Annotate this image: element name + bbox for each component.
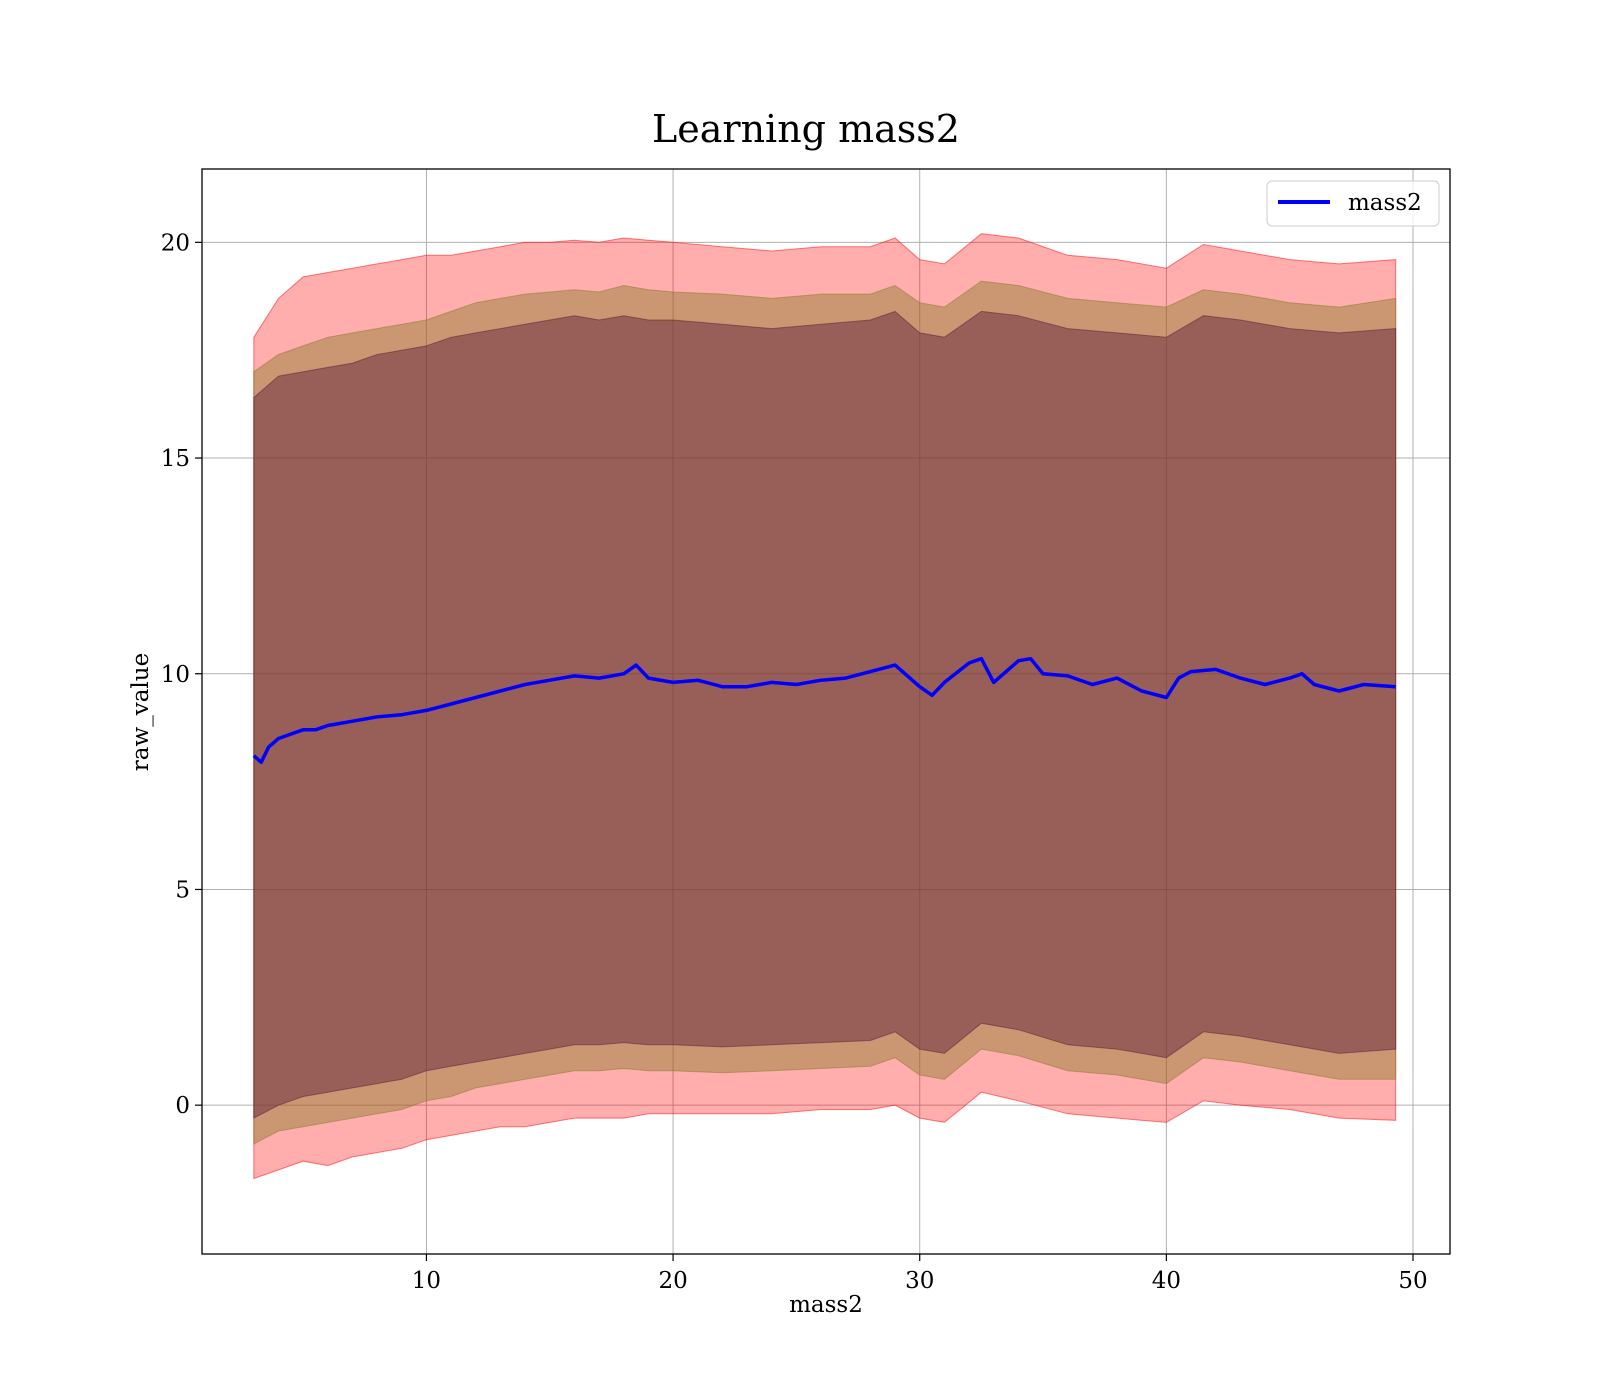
y-axis-label: raw_value <box>128 653 154 771</box>
x-axis-label: mass2 <box>789 1292 863 1318</box>
x-tick-label-3: 40 <box>1152 1268 1181 1294</box>
y-tick-label-3: 15 <box>161 446 190 472</box>
chart-title: Learning mass2 <box>652 107 960 151</box>
confidence-bands <box>253 233 1397 1180</box>
x-axis-ticks: 10 20 30 40 50 <box>412 1254 1428 1294</box>
y-tick-label-2: 10 <box>161 662 190 688</box>
legend: mass2 <box>1266 180 1440 227</box>
band-middle <box>253 280 1397 1145</box>
plot-frame <box>201 168 1451 1255</box>
series-line-mass2 <box>252 656 1396 764</box>
legend-label: mass2 <box>1348 190 1422 216</box>
x-tick-label-2: 30 <box>905 1268 934 1294</box>
x-tick-label-1: 20 <box>658 1268 687 1294</box>
band-inner <box>253 310 1397 1119</box>
y-tick-label-0: 0 <box>175 1093 190 1119</box>
x-tick-label-0: 10 <box>412 1268 441 1294</box>
x-tick-label-4: 50 <box>1398 1268 1427 1294</box>
y-axis-ticks: 0 5 10 15 20 <box>161 230 202 1119</box>
series-lines <box>252 656 1396 764</box>
band-outer <box>253 233 1397 1180</box>
y-tick-label-4: 20 <box>161 230 190 256</box>
grid <box>202 169 1450 1254</box>
y-tick-label-1: 5 <box>175 877 190 903</box>
legend-box <box>1266 180 1440 227</box>
